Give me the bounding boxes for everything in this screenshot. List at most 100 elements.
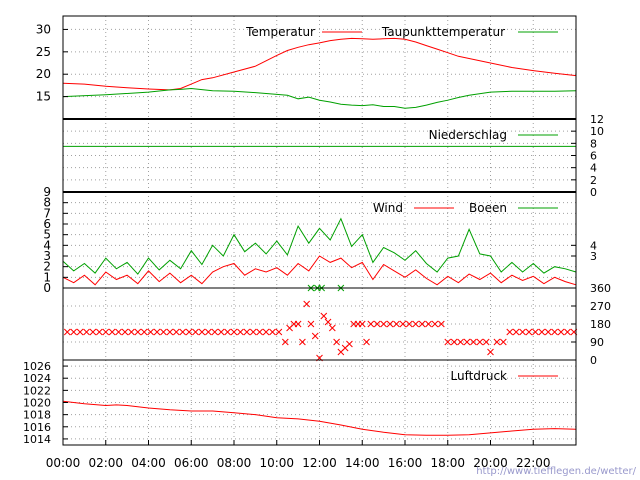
direction-point [128, 328, 135, 336]
direction-point [160, 328, 167, 336]
direction-point [303, 300, 311, 308]
direction-point [217, 328, 225, 336]
y-tick-label: 1024 [23, 372, 51, 385]
direction-point [115, 328, 122, 336]
direction-point [386, 320, 394, 328]
direction-point [418, 320, 426, 328]
x-tick-label: 04:00 [131, 456, 166, 470]
direction-point [147, 328, 154, 336]
y-tick-label: 1022 [23, 384, 51, 397]
y-tick-label: 6 [43, 217, 51, 231]
y2-tick-label: 270 [590, 300, 611, 313]
y2-tick-label: 8 [590, 137, 597, 150]
direction-point [121, 328, 129, 336]
y-tick-label: 8 [43, 196, 51, 210]
y-tick-label: 1018 [23, 409, 51, 422]
direction-point [275, 328, 283, 336]
direction-point [367, 320, 375, 328]
direction-point [437, 320, 445, 328]
direction-point [311, 332, 319, 340]
direction-point [346, 340, 353, 348]
direction-point [140, 328, 148, 336]
x-tick-label: 14:00 [345, 456, 380, 470]
y-tick-label: 1016 [23, 421, 51, 434]
direction-point [551, 328, 558, 336]
direction-point [320, 312, 328, 320]
direction-point [224, 328, 231, 336]
direction-point [83, 328, 90, 336]
y-tick-label: 20 [36, 67, 51, 81]
direction-point [262, 328, 270, 336]
x-tick-label: 00:00 [46, 456, 81, 470]
y-tick-label: 1014 [23, 433, 51, 446]
direction-point [328, 324, 336, 332]
direction-point [457, 338, 464, 346]
x-tick-label: 22:00 [516, 456, 551, 470]
direction-point [476, 338, 484, 346]
direction-point [506, 328, 514, 336]
y-tick-label: 9 [43, 185, 51, 199]
footer-url[interactable]: http://www.tiefflegen.de/wetter/ [476, 466, 636, 477]
y2-tick-label: 180 [590, 318, 611, 331]
direction-point [102, 328, 110, 336]
series-line-temperature-0 [62, 37, 577, 91]
direction-point [493, 338, 501, 346]
x-tick-label: 18:00 [430, 456, 465, 470]
y-tick-label: 5 [43, 228, 51, 242]
direction-point [532, 328, 539, 336]
y2-tick-label: 10 [590, 125, 604, 138]
direction-point [307, 320, 315, 328]
legend-label: Temperatur [245, 25, 315, 39]
y-tick-label: 1 [43, 270, 51, 284]
legend-label: Taupunkttemperatur [381, 25, 505, 39]
y2-tick-label: 4 [590, 239, 597, 252]
y-tick-label: 3 [43, 249, 51, 263]
direction-point [134, 328, 142, 336]
direction-point [211, 328, 219, 336]
direction-point [166, 328, 174, 336]
y-tick-label: 2 [43, 260, 51, 274]
x-tick-label: 16:00 [388, 456, 423, 470]
direction-point [204, 328, 212, 336]
direction-point [333, 338, 340, 346]
y-tick-label: 4 [43, 238, 51, 252]
direction-point [544, 328, 552, 336]
direction-point [237, 328, 244, 336]
direction-point [172, 328, 180, 336]
series-line-temperature-1 [62, 87, 577, 109]
direction-point [444, 338, 452, 346]
legend-label: Niederschlag [429, 128, 507, 142]
x-tick-label: 06:00 [174, 456, 209, 470]
direction-point [249, 328, 257, 336]
direction-point [538, 328, 546, 336]
x-tick-label: 20:00 [473, 456, 508, 470]
direction-point [269, 328, 276, 336]
legend-label: Wind [373, 201, 403, 215]
direction-point [482, 338, 490, 346]
direction-point [431, 320, 439, 328]
y-tick-label: 1026 [23, 360, 51, 373]
direction-point [185, 328, 193, 336]
x-tick-label: 02:00 [88, 456, 123, 470]
direction-point [358, 320, 366, 328]
y-tick-label: 1020 [23, 397, 51, 410]
direction-point [380, 320, 387, 328]
y2-tick-label: 0 [590, 354, 597, 367]
direction-point [243, 328, 251, 336]
y2-tick-label: 360 [590, 282, 611, 295]
direction-point [95, 328, 103, 336]
direction-point [373, 320, 381, 328]
y-tick-label: 30 [36, 22, 51, 36]
direction-point [512, 328, 520, 336]
direction-point [230, 328, 238, 336]
y2-tick-label: 4 [590, 162, 597, 175]
legend-label: Boeen [469, 201, 507, 215]
y2-tick-label: 90 [590, 336, 604, 349]
direction-point [153, 328, 161, 336]
direction-point [412, 320, 420, 328]
direction-point [299, 338, 306, 346]
direction-point [89, 328, 97, 336]
series-line-wind-1 [62, 217, 577, 275]
direction-point [192, 328, 199, 336]
